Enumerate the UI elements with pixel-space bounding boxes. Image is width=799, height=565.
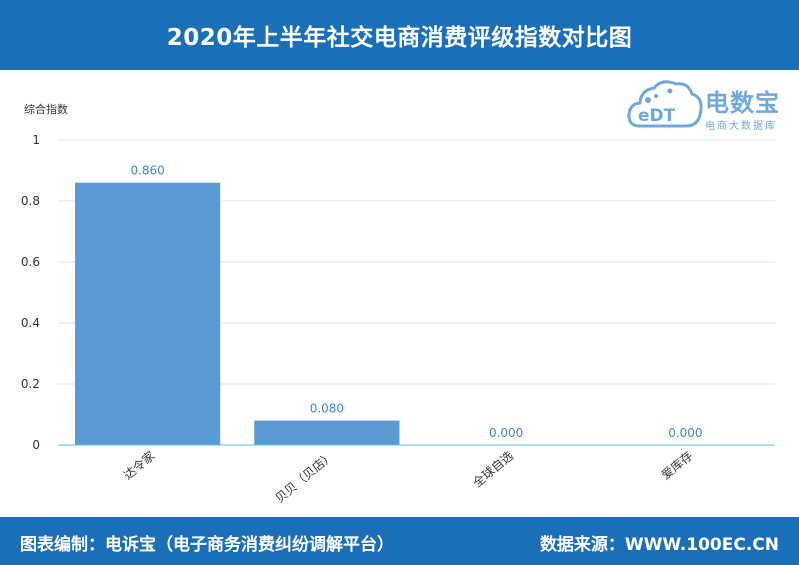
header-banner: 2020年上半年社交电商消费评级指数对比图 (0, 0, 799, 70)
x-tick-label: 达令家 (120, 448, 157, 483)
bar (75, 182, 221, 445)
footer-banner: 图表编制：电诉宝（电子商务消费纠纷调解平台） 数据来源：WWW.100EC.CN (0, 517, 799, 565)
footer-credit: 图表编制：电诉宝（电子商务消费纠纷调解平台） (20, 535, 394, 555)
page-title: 2020年上半年社交电商消费评级指数对比图 (166, 25, 633, 51)
footer-source: 数据来源：WWW.100EC.CN (539, 535, 779, 555)
bar-chart: 综合指数 0 0.2 0.4 0.6 0.8 1 0.860 达令家 0.080 贝贝（贝店） 0.0… (21, 102, 775, 506)
y-axis-label: 综合指数 (24, 102, 68, 116)
x-tick-label: 爱库存 (658, 448, 695, 483)
bar-value-label: 0.000 (489, 426, 523, 440)
cloud-logo-icon: eDT (627, 80, 703, 128)
y-tick-label: 1 (32, 133, 40, 147)
x-tick-label: 全球自选 (470, 448, 516, 490)
bar (254, 420, 400, 445)
y-tick-label: 0.6 (21, 255, 40, 269)
y-tick-label: 0.4 (21, 316, 40, 330)
bar-value-label: 0.080 (310, 402, 344, 416)
logo-title: 电数宝 (705, 89, 780, 117)
y-tick-label: 0.8 (21, 194, 40, 208)
x-tick-label: 贝贝（贝店） (273, 449, 337, 506)
y-tick-label: 0.2 (21, 377, 40, 391)
y-tick-label: 0 (32, 438, 40, 452)
edt-logo: eDT 电数宝 电商大数据库 (626, 76, 791, 136)
bar-value-label: 0.860 (130, 164, 164, 178)
logo-subtitle: 电商大数据库 (705, 121, 777, 132)
bar-value-label: 0.000 (668, 426, 702, 440)
logo-mark-text: eDT (638, 106, 676, 126)
